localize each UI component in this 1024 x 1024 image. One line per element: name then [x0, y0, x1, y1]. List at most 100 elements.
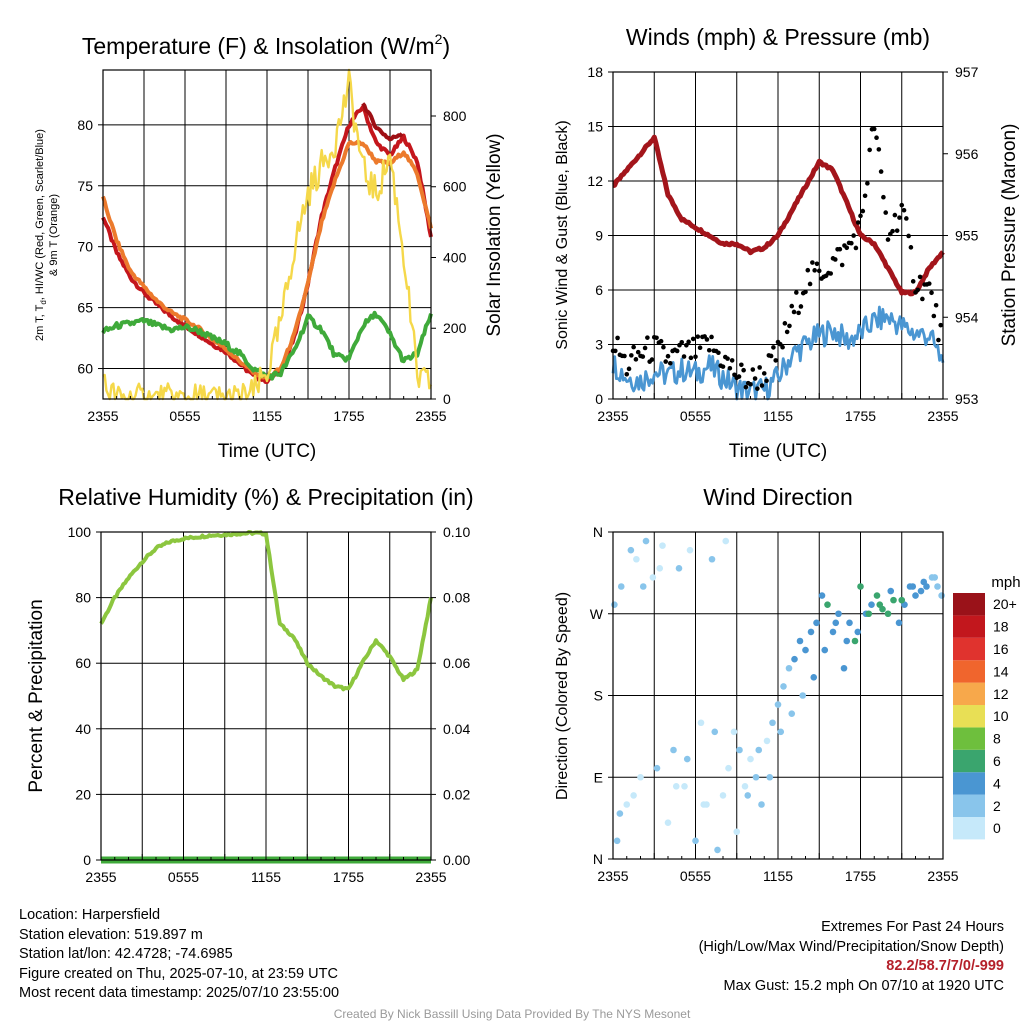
gust-point [720, 364, 726, 369]
gust-point [931, 313, 937, 319]
y-right-tick-label: 0.08 [443, 590, 470, 606]
direction-point [865, 610, 873, 618]
direction-point [802, 646, 809, 654]
x-tick-label: 1755 [333, 869, 364, 885]
gust-point [938, 322, 944, 328]
y-tick-label: 0 [83, 852, 91, 868]
gust-point [755, 386, 760, 391]
direction-point [623, 801, 631, 808]
gust-point [803, 289, 808, 295]
wind-direction-panel: Wind Direction 2355 0555 1155 1755 2355NESWN… [554, 484, 1021, 884]
direction-point [719, 792, 727, 799]
series-rh [99, 530, 433, 692]
gust-point [681, 354, 687, 359]
y-right-tick-label: 955 [955, 228, 979, 244]
series-heat_index [361, 102, 404, 142]
gust-point [851, 233, 856, 238]
x-tick-label: 2355 [927, 868, 958, 884]
gust-point [855, 220, 861, 225]
gust-point [743, 384, 749, 390]
gust-point [849, 240, 854, 246]
direction-point [653, 764, 661, 772]
y-tick-label: 65 [77, 300, 93, 316]
gust-point [929, 290, 934, 296]
direction-point [711, 728, 719, 736]
gust-point [784, 329, 790, 335]
gust-point [906, 233, 911, 239]
gust-point [894, 228, 900, 233]
legend-label: 4 [993, 775, 1001, 791]
y-right-tick-label: 0.04 [443, 721, 470, 737]
y-tick-label: 15 [587, 119, 603, 135]
winds-xlabel: Time (UTC) [729, 441, 828, 462]
direction-point [851, 637, 859, 645]
gust-point [787, 323, 792, 329]
direction-point [876, 601, 884, 608]
legend-swatch [953, 615, 985, 638]
x-tick-label: 1155 [763, 408, 793, 424]
gust-point [658, 338, 664, 344]
direction-point [909, 583, 917, 590]
gust-point [915, 287, 921, 293]
winds-title: Winds (mph) & Pressure (mb) [626, 24, 930, 50]
latlon-text: Station lat/lon: 42.4728; -74.6985 [19, 946, 233, 962]
direction-point [887, 587, 895, 595]
temp-ylabel-left-line2: & 9m T (Orange) [48, 194, 60, 276]
legend-label: 2 [993, 798, 1001, 814]
direction-point [917, 587, 925, 595]
legend-label: 8 [993, 731, 1001, 747]
direction-point [931, 574, 939, 581]
direction-point [807, 628, 815, 636]
gust-point [624, 371, 630, 377]
y-tick-label: 100 [68, 524, 92, 540]
gust-point [789, 303, 795, 309]
gust-point [764, 378, 769, 384]
extremes-values: 82.2/58.7/7/0/-999 [886, 958, 1004, 974]
x-tick-label: 1155 [251, 869, 281, 885]
winds-ylabel-right: Station Pressure (Maroon) [999, 124, 1020, 347]
legend-label: 10 [993, 708, 1009, 724]
gust-point [631, 344, 636, 350]
gust-point [729, 358, 735, 363]
direction-point [722, 537, 730, 545]
direction-point [714, 846, 721, 854]
extremes-title: Extremes For Past 24 Hours [821, 919, 1004, 935]
direction-point [639, 583, 647, 590]
direction-point [758, 801, 765, 808]
direction-point [611, 601, 618, 608]
x-tick-label: 2355 [85, 869, 116, 885]
direction-point [744, 792, 752, 799]
gust-point [663, 359, 669, 364]
gust-point [695, 334, 701, 339]
y-tick-label: 60 [75, 655, 91, 671]
rh-ylabel-left: Percent & Precipitation [26, 599, 47, 792]
y-tick-label: 18 [587, 64, 603, 80]
gust-point [860, 208, 866, 214]
gust-point [661, 344, 666, 350]
gust-point [773, 358, 779, 363]
direction-point [934, 583, 941, 590]
x-tick-label: 2355 [87, 408, 118, 424]
direction-point [686, 546, 694, 554]
direction-point [788, 710, 796, 717]
y-tick-label: 80 [75, 590, 91, 606]
gust-point [862, 193, 868, 199]
gust-point [690, 336, 696, 342]
gust-point [782, 321, 788, 326]
direction-point [700, 801, 708, 808]
gust-point [858, 213, 863, 219]
legend-swatch [953, 593, 985, 616]
legend-label: 6 [993, 753, 1001, 769]
x-tick-label: 2355 [415, 869, 446, 885]
gust-point [805, 267, 811, 273]
direction-point [681, 783, 688, 790]
gust-point [853, 245, 859, 251]
gust-point [933, 302, 939, 308]
humidity-panel: Relative Humidity (%) & Precipitation (i… [26, 484, 474, 885]
temp-ylabel-left: 2m T, Td, HI/WC (Red, Green, Scarlet/Blu… [34, 129, 48, 341]
gust-point [780, 344, 785, 350]
legend-label: 12 [993, 686, 1009, 702]
direction-point [777, 728, 785, 736]
y-tick-label: 0 [595, 391, 603, 407]
